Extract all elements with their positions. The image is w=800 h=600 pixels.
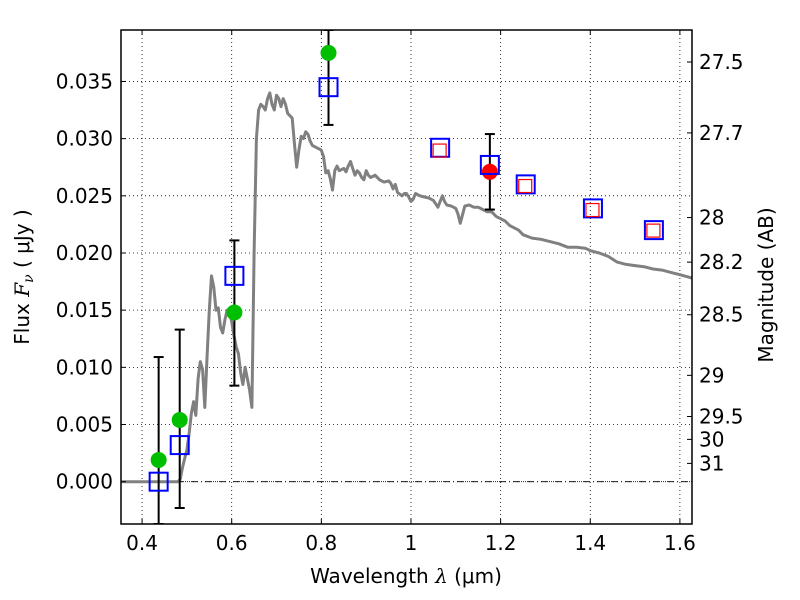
x-tick-label: 1.4 xyxy=(574,531,606,555)
x-tick-label: 1 xyxy=(405,531,418,555)
y2-tick-label: 27.5 xyxy=(699,50,744,74)
model-photometry-blue-point xyxy=(582,198,603,219)
x-axis-label: Wavelength λ (μm) xyxy=(310,564,502,588)
y2-axis-label: Magnitude (AB) xyxy=(754,207,778,362)
x-tick-label: 1.6 xyxy=(664,531,696,555)
observed-green-point xyxy=(150,451,167,468)
plot-area xyxy=(121,30,692,524)
y2-tick-label: 28.5 xyxy=(699,303,744,327)
y-tick-label: 0.025 xyxy=(56,184,113,208)
observed-green-point xyxy=(171,411,188,428)
model-photometry-blue-point xyxy=(224,265,245,286)
x-tick-label: 0.4 xyxy=(126,531,158,555)
model-photometry-blue-point xyxy=(148,471,169,492)
y-tick-label: 0.020 xyxy=(56,241,113,265)
model-photometry-red-point xyxy=(585,202,600,218)
y-tick-label: 0.005 xyxy=(56,413,113,437)
y-tick-label: 0.030 xyxy=(56,127,113,151)
model-photometry-red-point xyxy=(432,143,447,158)
model-photometry-blue-point xyxy=(169,435,190,456)
axes-frame xyxy=(120,29,693,525)
model-photometry-blue-point xyxy=(318,77,339,98)
y2-tick-label: 27.7 xyxy=(699,121,744,145)
observed-green-point xyxy=(320,44,337,61)
ticks: 0.4 0.6 0.8 1 1.2 1.4 1.6 0.000 0.005 0.010 0.015 0… xyxy=(56,30,744,555)
y2-tick-label: 28 xyxy=(699,206,724,230)
y-tick-label: 0.000 xyxy=(56,470,113,494)
model-photometry-blue-point xyxy=(515,174,536,195)
y-tick-label: 0.015 xyxy=(56,298,113,322)
y-tick-label: 0.035 xyxy=(56,69,113,93)
model-photometry-red-point xyxy=(518,178,533,194)
x-tick-label: 0.6 xyxy=(216,531,248,555)
y2-tick-label: 31 xyxy=(699,451,724,475)
model-photometry-red-point xyxy=(646,223,661,238)
y2-tick-label: 29.5 xyxy=(699,405,744,429)
y2-tick-label: 30 xyxy=(699,427,724,451)
x-tick-label: 0.8 xyxy=(305,531,337,555)
x-tick-label: 1.2 xyxy=(485,531,517,555)
y2-tick-label: 29 xyxy=(699,363,724,387)
model-photometry-blue-point xyxy=(643,220,664,241)
observed-red-point xyxy=(481,163,498,180)
y-axis-label: Flux Fν ( μJy ) xyxy=(10,209,37,344)
y-tick-label: 0.010 xyxy=(56,355,113,379)
model-photometry-blue-point xyxy=(479,154,500,175)
observed-green-point xyxy=(226,304,243,321)
spectrum-line xyxy=(121,91,692,484)
y2-tick-label: 28.2 xyxy=(699,250,744,274)
